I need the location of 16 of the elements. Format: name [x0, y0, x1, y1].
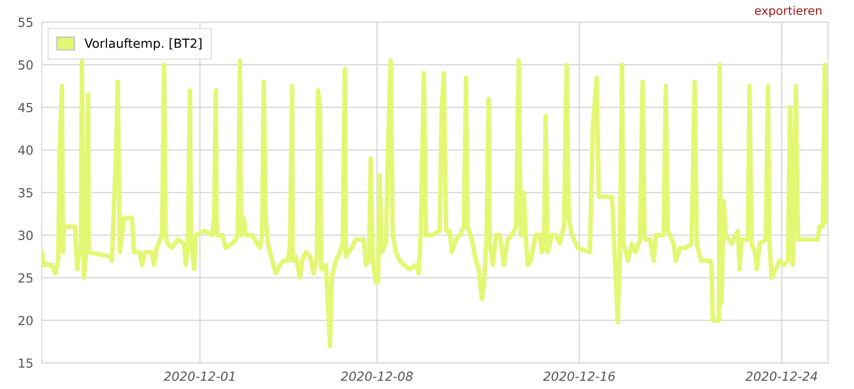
y-tick-label: 55 [18, 18, 32, 28]
y-tick-label: 20 [18, 316, 33, 326]
x-tick-label: 2020-12-08 [340, 371, 413, 381]
x-tick-label: 2020-12-01 [164, 371, 234, 381]
y-tick-label: 30 [18, 230, 33, 240]
line-series [42, 58, 828, 348]
x-tick-label: 2020-12-24 [745, 371, 818, 381]
y-tick-label: 15 [18, 358, 32, 368]
y-tick-label: 25 [18, 273, 32, 283]
legend-label: Vorlauftemp. [BT2] [84, 38, 202, 50]
y-tick-label: 40 [18, 145, 33, 155]
text: exportieren [754, 6, 822, 18]
y-tick-label: 50 [18, 60, 33, 70]
y-tick-label: 35 [18, 188, 32, 198]
x-tick-label: 2020-12-16 [543, 371, 616, 381]
y-tick-label: 45 [18, 103, 32, 112]
